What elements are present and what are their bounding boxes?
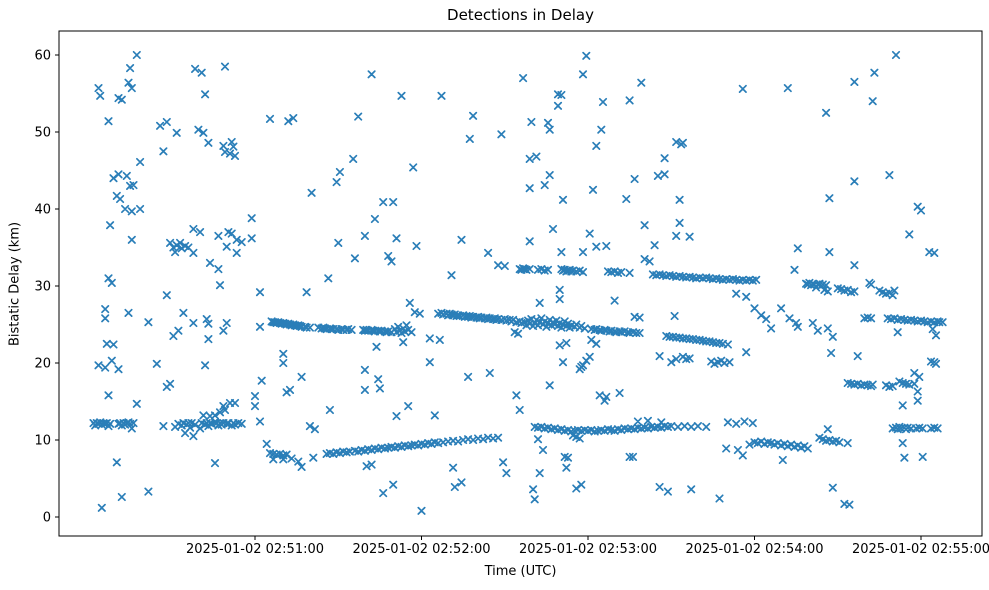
x-tick-label: 2025-01-02 02:51:00 bbox=[186, 542, 324, 557]
x-tick-label: 2025-01-02 02:54:00 bbox=[685, 542, 823, 557]
scatter-markers bbox=[89, 50, 947, 515]
y-tick-label: 0 bbox=[43, 511, 51, 526]
axes-spines bbox=[58, 30, 983, 537]
y-tick-label: 60 bbox=[34, 49, 51, 64]
chart-title: Detections in Delay bbox=[447, 6, 594, 24]
x-axis-label: Time (UTC) bbox=[484, 564, 557, 579]
x-tick-label: 2025-01-02 02:55:00 bbox=[852, 542, 989, 557]
y-tick-label: 20 bbox=[34, 357, 51, 372]
x-tick-label: 2025-01-02 02:53:00 bbox=[519, 542, 657, 557]
y-tick-label: 10 bbox=[34, 434, 51, 449]
x-tick-label: 2025-01-02 02:52:00 bbox=[352, 542, 490, 557]
y-tick-label: 40 bbox=[34, 203, 51, 218]
y-tick-label: 50 bbox=[34, 126, 51, 141]
y-tick-label: 30 bbox=[34, 280, 51, 295]
